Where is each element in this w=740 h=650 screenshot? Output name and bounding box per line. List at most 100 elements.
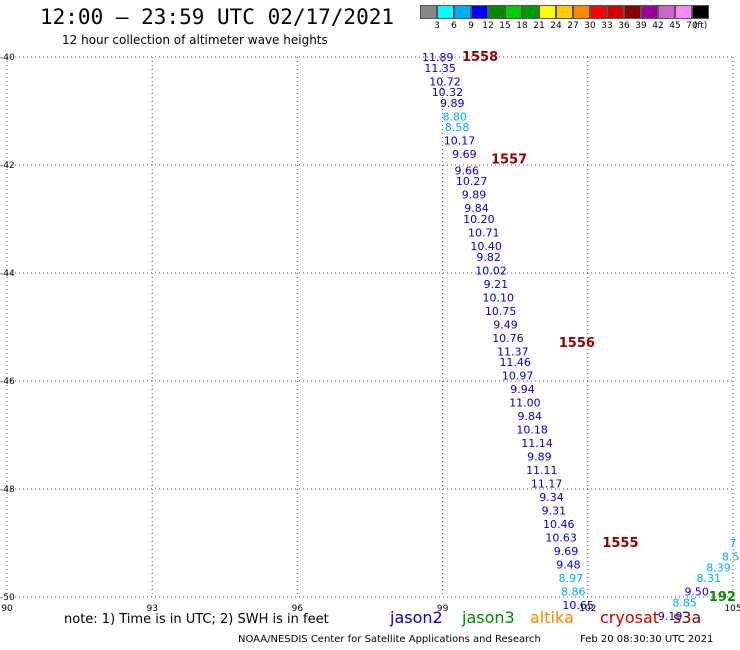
wave-height-value: 9.89 — [462, 189, 487, 202]
pass-number-label: 192 — [709, 590, 736, 605]
wave-height-value: 10.20 — [463, 213, 495, 226]
satellite-label-altika: altika — [530, 608, 574, 627]
wave-height-value: 9.82 — [476, 251, 501, 264]
wave-height-value: 9.69 — [452, 148, 477, 161]
pass-number-label: 1558 — [462, 50, 498, 65]
legend-swatch — [488, 5, 505, 19]
lon-tick-label: 99 — [437, 604, 449, 614]
legend-label: 3 — [434, 21, 440, 31]
wave-height-value: 11.11 — [526, 464, 558, 477]
wave-height-value: 10.46 — [543, 518, 575, 531]
legend-label: 45 — [669, 21, 681, 31]
lat-tick-label: -40 — [0, 53, 15, 63]
legend-swatch — [471, 5, 488, 19]
wave-height-value: 10.71 — [468, 227, 500, 240]
legend-label: 12 — [482, 21, 494, 31]
wave-height-value: 8.5 — [722, 551, 740, 564]
wave-height-value: 10.65 — [562, 599, 594, 612]
wave-height-value: 11.00 — [509, 397, 541, 410]
wave-height-value: 9.89 — [440, 97, 465, 110]
legend-label: 27 — [567, 21, 579, 31]
wave-height-value: 9.84 — [464, 202, 489, 215]
wave-height-value: 11.89 — [422, 51, 454, 64]
legend-label: 9 — [468, 21, 474, 31]
wave-height-value: 9.21 — [484, 278, 509, 291]
legend-label: 42 — [652, 21, 664, 31]
lon-tick-label: 102 — [579, 604, 596, 614]
wave-height-value: 9.34 — [539, 491, 564, 504]
wave-height-value: 10.72 — [429, 75, 461, 88]
lat-tick-label: -48 — [0, 485, 15, 495]
satellite-label-jason3: jason3 — [462, 608, 515, 627]
wave-height-value: 9.49 — [493, 318, 518, 331]
legend-swatch — [437, 5, 454, 19]
lat-tick-label: -46 — [0, 377, 15, 387]
wave-height-value: 9.31 — [542, 505, 567, 518]
lat-tick-label: -44 — [0, 269, 15, 279]
wave-height-value: 9.94 — [510, 383, 535, 396]
legend-swatch — [573, 5, 590, 19]
wave-height-value: 9.48 — [556, 559, 581, 572]
wave-height-value: 8.86 — [561, 586, 586, 599]
legend-swatch — [607, 5, 624, 19]
legend-swatch — [556, 5, 573, 19]
wave-height-value: 7 — [730, 537, 737, 550]
page-subtitle: 12 hour collection of altimeter wave hei… — [62, 33, 328, 47]
satellite-label-cryosat: cryosat — [600, 608, 660, 627]
legend-swatch — [454, 5, 471, 19]
wave-height-value: 8.39 — [706, 561, 731, 574]
pass-number-label: 1557 — [491, 153, 527, 168]
legend-label: 70 — [686, 21, 698, 31]
satellite-label-s3a: s3a — [673, 608, 702, 627]
legend-label: 18 — [516, 21, 528, 31]
satellite-label-jason2: jason2 — [390, 608, 443, 627]
wave-height-value: 10.76 — [492, 332, 524, 345]
legend-swatches — [420, 5, 709, 19]
legend-swatch — [641, 5, 658, 19]
legend-label: 6 — [451, 21, 457, 31]
legend-label: 30 — [584, 21, 596, 31]
wave-height-value: 10.10 — [483, 291, 515, 304]
wave-height-value: 9.69 — [554, 545, 579, 558]
wave-height-value: 11.35 — [424, 62, 456, 75]
legend-label: 15 — [499, 21, 511, 31]
wave-height-value: 10.97 — [502, 370, 534, 383]
wave-height-value: 11.46 — [499, 356, 531, 369]
wave-height-value: 10.63 — [545, 532, 577, 545]
footer-credit: NOAA/NESDIS Center for Satellite Applica… — [238, 634, 541, 645]
lat-tick-label: -42 — [0, 161, 15, 171]
legend-swatch — [590, 5, 607, 19]
legend-label: (ft) — [693, 21, 708, 31]
wave-height-value: 9.66 — [455, 164, 480, 177]
wave-height-value: 11.14 — [521, 437, 553, 450]
legend-swatch — [675, 5, 692, 19]
wave-height-value: 10.40 — [470, 240, 502, 253]
wave-height-value: 11.37 — [497, 345, 529, 358]
pass-number-label: 1555 — [602, 536, 638, 551]
wave-height-value: 10.27 — [456, 175, 488, 188]
lat-tick-label: -50 — [0, 593, 15, 603]
legend-swatch — [420, 5, 437, 19]
wave-height-value: 10.32 — [432, 86, 464, 99]
legend-swatch — [658, 5, 675, 19]
legend-label: 36 — [618, 21, 630, 31]
legend-labels: 3 6 9 12 15 18 21 24 27 30 33 36 39 42 45 70 (ft) — [420, 19, 709, 33]
legend-label: 33 — [601, 21, 613, 31]
legend-swatch — [505, 5, 522, 19]
legend-swatch — [624, 5, 641, 19]
legend-label: 24 — [550, 21, 562, 31]
wave-height-value: 11.17 — [531, 478, 563, 491]
legend-swatch — [522, 5, 539, 19]
legend-label: 39 — [635, 21, 647, 31]
wave-height-value: 8.31 — [697, 572, 722, 585]
lon-tick-label: 105 — [724, 604, 740, 614]
color-legend: 3 6 9 12 15 18 21 24 27 30 33 36 39 42 45 70 (ft) — [420, 5, 709, 33]
wave-height-value: 10.18 — [516, 424, 548, 437]
lon-tick-label: 96 — [292, 604, 304, 614]
wave-height-value: 9.84 — [517, 410, 542, 423]
wave-height-value: 8.58 — [445, 121, 470, 134]
wave-height-value: 10.75 — [485, 305, 517, 318]
wave-height-value: 8.85 — [672, 596, 697, 609]
wave-height-value: 10.02 — [475, 264, 507, 277]
